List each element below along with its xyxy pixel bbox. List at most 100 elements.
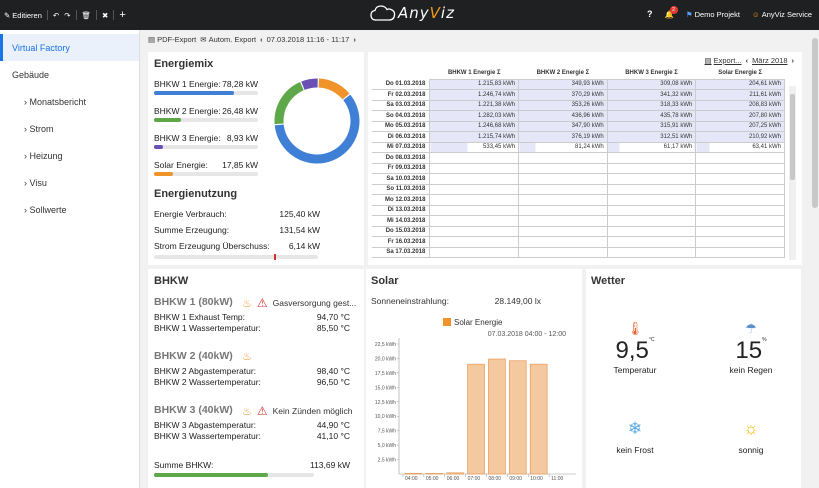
next-month-icon[interactable]: ›	[791, 56, 795, 65]
prev-month-icon[interactable]: ‹	[745, 56, 749, 65]
solar-bar[interactable]	[529, 363, 548, 475]
solar-bar[interactable]	[446, 472, 465, 475]
thermometer-icon: 🌡	[626, 321, 644, 336]
sidebar-item-monatsbericht[interactable]: › Monatsbericht	[24, 96, 87, 107]
table-cell	[518, 215, 608, 227]
table-cell	[606, 152, 697, 164]
project-button[interactable]: ⚑ Demo Projekt	[685, 9, 741, 19]
export-link[interactable]: ▤ Export...	[704, 56, 742, 65]
add-icon[interactable]: +	[119, 9, 126, 21]
sidebar-item-virtual-factory[interactable]: Virtual Factory	[0, 34, 139, 61]
table-cell	[695, 236, 785, 248]
donut-slice	[301, 78, 318, 90]
sidebar-item-strom[interactable]: › Strom	[24, 123, 54, 134]
table-row: Di 13.03.2018	[372, 204, 785, 216]
table-column-header[interactable]: Solar Energie Σ	[718, 69, 763, 76]
user-button[interactable]: ☺ AnyViz Service	[752, 9, 812, 19]
donut-slice	[274, 94, 360, 164]
row-date: So 04.03.2018	[372, 110, 430, 122]
table-scrollbar[interactable]	[789, 86, 796, 260]
donut-slice	[318, 78, 350, 100]
solar-bar[interactable]	[404, 473, 423, 475]
solar-bar[interactable]	[488, 358, 506, 475]
bhkw-unit-title: BHKW 2 (40kW)	[154, 350, 233, 362]
next-range-icon[interactable]: ›	[353, 34, 356, 44]
y-tick-label: 12,5 kWh	[375, 400, 396, 406]
edit-button[interactable]: ✎ Editieren	[4, 10, 42, 20]
month-link[interactable]: März 2018	[752, 56, 788, 65]
table-cell	[606, 194, 697, 206]
row-date: Fr 02.03.2018	[372, 89, 430, 101]
table-cell: 1.215,83 kWh	[429, 78, 520, 90]
table-cell: 533,45 kWh	[429, 141, 520, 153]
energy-donut	[274, 78, 360, 164]
export-toolbar: ▤ PDF-Export ✉ Autom. Export ‹ 07.03.2018 …	[148, 33, 356, 45]
y-tick-label: 22,5 kWh	[375, 342, 396, 348]
frost-tile: ❄ kein Frost	[600, 419, 670, 455]
legend-swatch	[443, 318, 451, 326]
table-row: So 04.03.2018 1.282,03 kWh 436,96 kWh 435,7…	[372, 110, 785, 122]
table-cell: 435,78 kWh	[606, 110, 697, 122]
energy-bar	[154, 145, 258, 149]
x-tick-label: 08:00	[489, 476, 502, 482]
bhkw-status: ♨	[242, 350, 252, 363]
table-column-header[interactable]: BHKW 1 Energie Σ	[447, 69, 501, 76]
ueberschuss-bar	[154, 254, 318, 260]
table-cell: 61,17 kWh	[606, 141, 697, 153]
undo-icon[interactable]: ↶	[52, 10, 60, 20]
x-tick-label: 04:00	[405, 476, 418, 482]
table-row: Mo 12.03.2018	[372, 194, 785, 206]
help-icon[interactable]: ?	[647, 9, 653, 19]
table-cell	[606, 204, 697, 216]
close-icon[interactable]: ✖	[102, 10, 109, 20]
x-tick-label: 10:00	[530, 476, 543, 482]
redo-icon[interactable]: ↷	[64, 10, 71, 20]
page-scrollbar[interactable]	[811, 30, 819, 488]
table-row: Fr 02.03.2018 1.246,74 kWh 370,29 kWh 341,3…	[372, 89, 785, 101]
delete-icon[interactable]: 🗑	[81, 10, 92, 20]
energy-bar	[154, 118, 258, 122]
table-cell: 211,61 kWh	[695, 89, 785, 101]
warning-icon: ⚠	[256, 404, 268, 418]
solar-bar[interactable]	[467, 363, 485, 475]
sun-tile: ☼ sonnig	[716, 419, 786, 455]
bhkw-unit-title: BHKW 1 (80kW)	[154, 296, 233, 308]
warning-icon: ⚠	[256, 296, 268, 310]
solar-bar[interactable]	[425, 473, 444, 475]
y-tick-label: 10,0 kWh	[375, 414, 396, 420]
row-date: Fr 16.03.2018	[372, 236, 430, 248]
bhkw-value-row: BHKW 1 Exhaust Temp: 94,70 °C	[154, 312, 350, 322]
top-bar: ✎ Editieren ↶ ↷ 🗑 ✖ + AnyViz ? 🔔 2 ⚑ Demo P…	[0, 0, 819, 30]
row-date: Mo 05.03.2018	[372, 121, 430, 132]
auto-export-button[interactable]: ✉ Autom. Export	[200, 34, 257, 44]
table-column-header[interactable]: BHKW 2 Energie Σ	[536, 69, 590, 76]
table-cell	[518, 246, 608, 258]
table-cell	[429, 194, 520, 206]
table-cell	[518, 236, 608, 248]
table-cell	[429, 215, 520, 227]
solar-bar[interactable]	[508, 360, 527, 475]
sidebar-item-sollwerte[interactable]: › Sollwerte	[24, 204, 67, 215]
table-cell	[429, 183, 520, 195]
bookmark-icon: ⚑	[685, 9, 693, 19]
prev-range-icon[interactable]: ‹	[260, 34, 263, 44]
user-icon: ☺	[752, 9, 760, 19]
sidebar-item-gebaeude[interactable]: Gebäude	[12, 69, 50, 80]
table-row: Sa 17.03.2018	[372, 246, 785, 258]
bhkw-value-row: BHKW 2 Abgastemperatur: 98,40 °C	[154, 366, 350, 376]
row-date: Mi 07.03.2018	[372, 142, 430, 153]
pdf-export-button[interactable]: ▤ PDF-Export	[148, 34, 197, 44]
table-cell	[606, 183, 697, 195]
table-column-header[interactable]: BHKW 3 Energie Σ	[625, 69, 678, 76]
notification-button[interactable]: 🔔 2	[665, 5, 678, 19]
date-range[interactable]: 07.03.2018 11:16 - 11:17	[266, 34, 350, 44]
sidebar-item-visu[interactable]: › Visu	[24, 177, 47, 188]
sidebar-item-heizung[interactable]: › Heizung	[24, 150, 63, 161]
energy-bar	[154, 91, 258, 95]
table-cell: 204,61 kWh	[695, 78, 785, 90]
y-tick-label: 2,5 kWh	[378, 458, 397, 464]
legend-label: Solar Energie	[454, 318, 503, 327]
y-tick-label: 17,5 kWh	[375, 371, 396, 377]
energy-row: BHKW 2 Energie: 26,48 kW	[154, 106, 258, 116]
energy-row: BHKW 1 Energie: 78,28 kW	[154, 79, 258, 89]
